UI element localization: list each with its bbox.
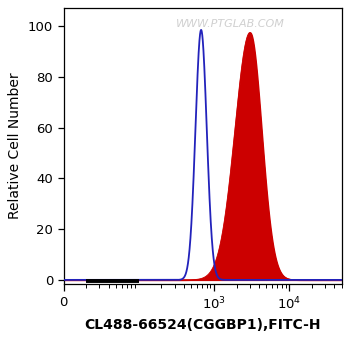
X-axis label: CL488-66524(CGGBP1),FITC-H: CL488-66524(CGGBP1),FITC-H [84, 318, 321, 332]
Text: WWW.PTGLAB.COM: WWW.PTGLAB.COM [176, 19, 285, 29]
Y-axis label: Relative Cell Number: Relative Cell Number [8, 73, 22, 219]
